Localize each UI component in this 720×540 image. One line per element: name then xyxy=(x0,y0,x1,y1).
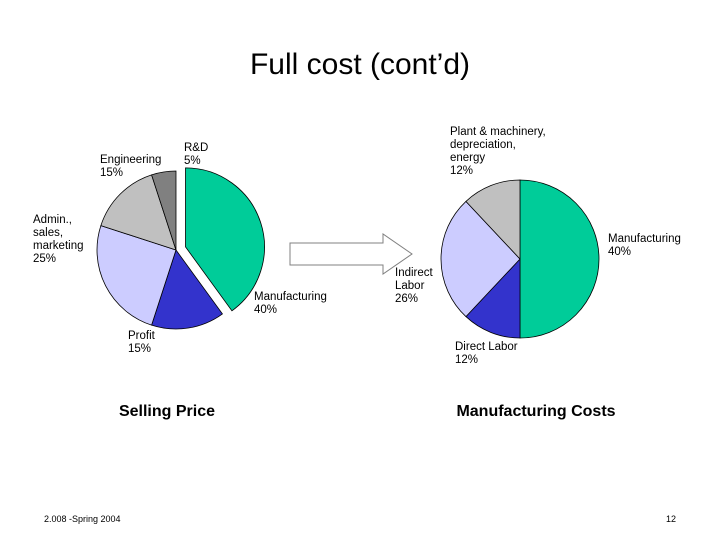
slice-label: R&D 5% xyxy=(184,142,208,167)
slice-label: Direct Labor 12% xyxy=(455,341,518,366)
pie-slice xyxy=(519,179,600,339)
slice-label: Admin., sales, marketing 25% xyxy=(33,214,84,265)
pie-slice xyxy=(465,179,521,261)
slice-label: Profit 15% xyxy=(128,330,156,355)
page-number: 12 xyxy=(666,514,677,524)
pie-slice xyxy=(465,257,521,339)
pie-slice xyxy=(96,225,177,326)
pie-chart-manufacturing-costs: Manufacturing 40% Direct Labor 12% Indirect L… xyxy=(395,126,681,420)
footer-course: 2.008 -Spring 2004 xyxy=(44,514,121,524)
slice-label: Engineering 15% xyxy=(100,154,161,179)
chart-title: Selling Price xyxy=(119,403,215,420)
slice-label: Manufacturing 40% xyxy=(254,291,327,316)
slice-label: Manufacturing 40% xyxy=(608,233,681,258)
arrow-icon xyxy=(289,233,413,275)
pie-slice xyxy=(151,249,223,330)
chart-title: Manufacturing Costs xyxy=(456,403,615,420)
slide-title: Full cost (cont’d) xyxy=(249,48,471,81)
pie-slice xyxy=(151,170,177,251)
pie-chart-selling-price: Manufacturing 40% Profit 15% Admin., sales, ma… xyxy=(33,142,327,420)
pie-slice xyxy=(100,174,177,251)
pie-slice xyxy=(440,200,521,318)
slice-label: Plant & machinery, depreciation, energy 12% xyxy=(450,126,546,177)
pie-slice xyxy=(185,167,265,312)
slice-label: Indirect Labor 26% xyxy=(395,267,434,305)
